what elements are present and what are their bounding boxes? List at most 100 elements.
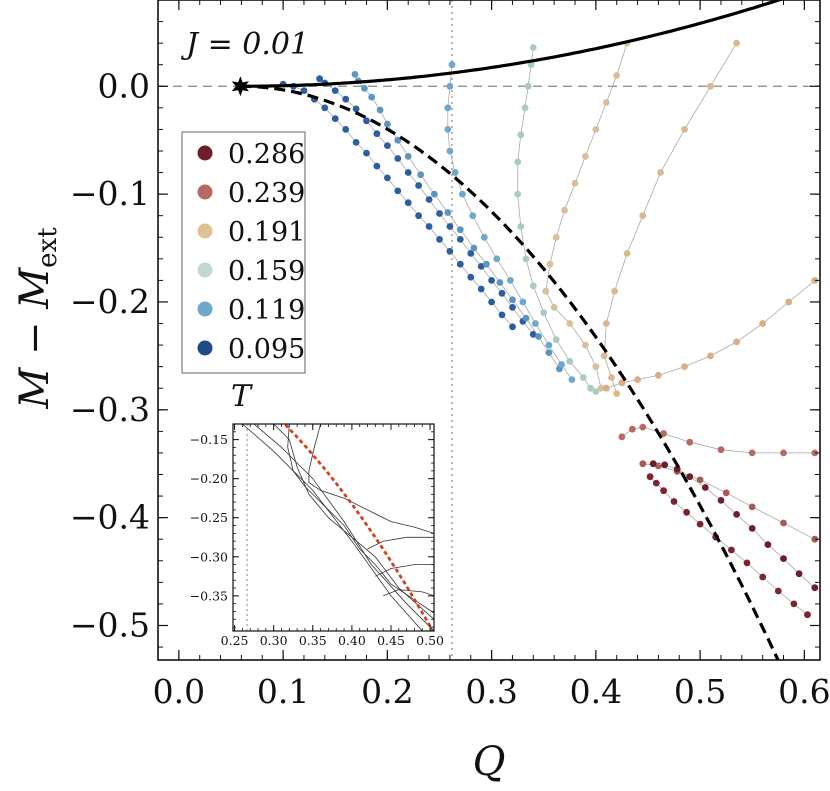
- inset-curve-4: [308, 424, 434, 534]
- data-point: [566, 357, 574, 365]
- series-line: [649, 476, 808, 616]
- series-9: [639, 460, 819, 543]
- data-point: [496, 279, 504, 286]
- svg-text:M − Mext: M − Mext: [12, 227, 63, 410]
- data-point: [509, 323, 516, 331]
- legend-entries: 0.286 0.239 0.191 0.159 0.119 0.095: [197, 139, 305, 365]
- data-point: [483, 260, 490, 268]
- data-point: [316, 75, 323, 83]
- series-line: [642, 463, 815, 540]
- legend-entry: 0.191: [197, 217, 305, 248]
- data-point: [352, 139, 360, 146]
- data-point: [660, 487, 667, 495]
- data-point: [521, 104, 529, 112]
- data-point: [558, 361, 565, 368]
- legend-label: 0.095: [228, 334, 305, 365]
- data-point: [384, 174, 391, 182]
- data-point: [373, 130, 381, 138]
- inset-x-tick-label: 0.30: [260, 633, 288, 648]
- data-point: [373, 162, 381, 170]
- data-point: [550, 304, 558, 311]
- data-point: [514, 158, 522, 166]
- legend-label: 0.286: [228, 139, 305, 170]
- data-point: [602, 99, 610, 106]
- series-line: [319, 78, 534, 335]
- data-point: [342, 125, 350, 133]
- data-point: [394, 187, 402, 195]
- data-point: [552, 233, 560, 241]
- data-point: [404, 153, 412, 160]
- series-line: [354, 74, 560, 370]
- data-point: [404, 199, 412, 207]
- data-point: [522, 255, 530, 263]
- data-point: [707, 82, 714, 90]
- data-point: [566, 320, 574, 327]
- data-point: [728, 546, 735, 554]
- data-point: [436, 210, 443, 217]
- data-point: [670, 498, 678, 505]
- data-point: [701, 484, 709, 491]
- data-point: [717, 497, 725, 504]
- data-point: [628, 425, 636, 433]
- inset-x-tick-label: 0.45: [377, 633, 405, 648]
- inset-curve-1: [253, 424, 434, 631]
- data-point: [477, 263, 485, 270]
- legend-entry: 0.239: [197, 178, 305, 209]
- tick-marks: [157, 0, 820, 660]
- data-point: [618, 379, 626, 387]
- data-point: [686, 473, 694, 481]
- data-point: [780, 555, 787, 562]
- inset-tick-marks: [233, 424, 434, 631]
- x-tick-label: 0.0: [153, 672, 205, 711]
- data-point: [592, 388, 600, 395]
- data-point: [639, 460, 647, 468]
- data-point: [592, 125, 600, 133]
- data-point: [707, 352, 714, 360]
- data-point: [469, 212, 477, 220]
- data-point: [415, 212, 422, 220]
- data-point: [456, 260, 464, 268]
- data-point: [467, 250, 475, 257]
- data-point: [509, 304, 516, 311]
- data-point: [613, 390, 621, 397]
- data-point: [811, 535, 819, 543]
- data-point: [448, 61, 456, 69]
- data-point: [733, 511, 740, 518]
- data-point: [545, 349, 553, 356]
- data-point: [493, 255, 501, 263]
- data-point: [561, 206, 568, 214]
- data-point: [733, 338, 740, 346]
- data-point: [498, 311, 506, 319]
- inset-y-tick-label: −0.30: [190, 549, 228, 564]
- data-point: [522, 314, 530, 322]
- data-point: [542, 287, 550, 295]
- data-point: [733, 39, 740, 47]
- series-1: [316, 75, 537, 338]
- data-point: [748, 449, 756, 457]
- x-tick-label: 0.1: [257, 672, 309, 711]
- y-tick-label: −0.4: [70, 498, 150, 537]
- data-point: [652, 479, 660, 487]
- data-point: [446, 82, 454, 90]
- data-point: [524, 82, 532, 90]
- data-point: [602, 384, 610, 392]
- extremal-star-icon: [231, 76, 249, 97]
- data-point: [509, 296, 516, 304]
- y-tick-label: −0.2: [70, 282, 150, 321]
- data-point: [430, 190, 438, 198]
- data-point: [571, 179, 579, 187]
- lower-boundary-curve: [240, 84, 780, 660]
- data-point: [696, 520, 704, 528]
- inset-curve-2: [273, 424, 434, 620]
- inset-curve-7: [383, 589, 434, 597]
- data-point: [748, 525, 756, 532]
- data-point: [425, 223, 433, 230]
- inset-y-tick-label: −0.15: [190, 432, 228, 447]
- data-point: [376, 106, 384, 114]
- x-tick-label: 0.3: [465, 672, 517, 711]
- series-10: [646, 473, 811, 619]
- series-8: [618, 423, 819, 457]
- data-point: [552, 336, 560, 344]
- legend-marker: [197, 184, 213, 200]
- data-point: [660, 430, 667, 437]
